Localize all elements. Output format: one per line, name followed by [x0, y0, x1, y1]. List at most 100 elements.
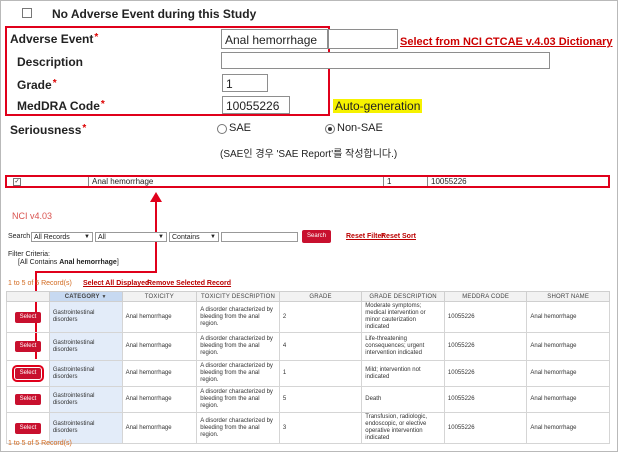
adverse-event-label: Adverse Event* — [10, 32, 99, 46]
col-header-grade-description[interactable]: GRADE DESCRIPTION — [361, 291, 445, 302]
sae-radio-label: SAE — [229, 122, 252, 134]
sae-report-note: (SAE인 경우 'SAE Report'를 작성합니다.) — [220, 149, 398, 160]
description-input[interactable] — [221, 52, 550, 69]
grade-description-cell: Transfusion, radiologic, endoscopic, or … — [361, 412, 445, 444]
table-row: Select Gastrointestinal disorders Anal h… — [6, 360, 610, 387]
toxicity-cell: Anal hemorrhage — [121, 360, 198, 387]
col-header-grade[interactable]: GRADE — [278, 291, 363, 302]
toxicity-cell: Anal hemorrhage — [121, 412, 198, 444]
toxicity-description-cell: A disorder characterized by bleeding fro… — [196, 360, 280, 387]
table-row: Select Gastrointestinal disorders Anal h… — [6, 412, 610, 444]
row-action-cell: Select — [6, 386, 50, 413]
toxicity-description-cell: A disorder characterized by bleeding fro… — [196, 332, 280, 361]
grade-cell: 1 — [278, 360, 363, 387]
non-sae-radio-label: Non-SAE — [337, 122, 383, 134]
search-scope-select[interactable]: All Records ▼ — [31, 232, 93, 242]
adverse-event-input[interactable]: Anal hemorrhage — [221, 29, 328, 49]
selected-record-row: ✓ Anal hemorrhage 1 10055226 — [5, 175, 610, 188]
description-label: Description — [17, 55, 84, 69]
meddra-code-cell: 10055226 — [443, 332, 528, 361]
filter-criteria-value: [All Contains Anal hemorrhage] — [18, 259, 119, 266]
col-header-short-name[interactable]: SHORT NAME — [526, 291, 610, 302]
meddra-code-label: MedDRA Code* — [17, 99, 105, 113]
arrow-horizontal-line — [35, 271, 157, 273]
filter-criteria-label: Filter Criteria: — [8, 251, 51, 258]
meddra-code-cell: 10055226 — [443, 301, 528, 333]
seriousness-label: Seriousness* — [10, 123, 87, 137]
grade-input[interactable]: 1 — [222, 74, 268, 92]
row-action-cell: Select — [6, 412, 50, 444]
no-adverse-event-checkbox[interactable] — [22, 8, 32, 18]
col-header-action — [6, 291, 50, 302]
toxicity-description-cell: A disorder characterized by bleeding fro… — [196, 386, 280, 413]
reset-filter-link[interactable]: Reset Filter — [346, 233, 385, 240]
col-header-category[interactable]: CATEGORY ▼ — [48, 291, 123, 302]
meddra-code-input[interactable]: 10055226 — [222, 96, 290, 114]
toxicity-cell: Anal hemorrhage — [121, 301, 198, 333]
short-name-cell: Anal hemorrhage — [526, 412, 610, 444]
category-cell: Gastrointestinal disorders — [48, 332, 123, 361]
table-header-row: CATEGORY ▼ TOXICITY TOXICITY DESCRIPTION… — [6, 291, 610, 302]
row-action-cell: Select — [6, 332, 50, 361]
search-operator-select[interactable]: Contains ▼ — [169, 232, 219, 242]
table-row: Select Gastrointestinal disorders Anal h… — [6, 301, 610, 333]
nci-version-label: NCI v4.03 — [12, 211, 53, 221]
row-action-cell: Select — [6, 360, 50, 387]
non-sae-radio[interactable] — [325, 124, 335, 134]
row-action-cell: Select — [6, 301, 50, 333]
category-cell: Gastrointestinal disorders — [48, 301, 123, 333]
selected-record-code: 10055226 — [427, 177, 601, 186]
sort-indicator-icon: ▼ — [101, 293, 107, 300]
meddra-code-cell: 10055226 — [443, 412, 528, 444]
search-field-select[interactable]: All ▼ — [95, 232, 167, 242]
reset-sort-link[interactable]: Reset Sort — [381, 233, 417, 240]
grade-description-cell: Mild; intervention not indicated — [361, 360, 445, 387]
adverse-event-input-extension — [328, 29, 398, 49]
short-name-cell: Anal hemorrhage — [526, 332, 610, 361]
col-header-toxicity-description[interactable]: TOXICITY DESCRIPTION — [196, 291, 280, 302]
table-row: Select Gastrointestinal disorders Anal h… — [6, 386, 610, 413]
arrow-up-head-icon — [150, 192, 162, 202]
auto-generation-badge: Auto-generation — [333, 99, 423, 113]
category-cell: Gastrointestinal disorders — [48, 412, 123, 444]
col-header-toxicity[interactable]: TOXICITY — [121, 291, 198, 302]
category-cell: Gastrointestinal disorders — [48, 360, 123, 387]
grade-label: Grade* — [17, 78, 57, 92]
search-input[interactable] — [221, 232, 298, 242]
toxicity-cell: Anal hemorrhage — [121, 386, 198, 413]
grade-description-cell: Moderate symptoms; medical intervention … — [361, 301, 445, 333]
short-name-cell: Anal hemorrhage — [526, 360, 610, 387]
toxicity-description-cell: A disorder characterized by bleeding fro… — [196, 412, 280, 444]
toxicity-cell: Anal hemorrhage — [121, 332, 198, 361]
table-row: Select Gastrointestinal disorders Anal h… — [6, 332, 610, 361]
sae-radio[interactable] — [217, 124, 227, 134]
meddra-code-cell: 10055226 — [443, 360, 528, 387]
short-name-cell: Anal hemorrhage — [526, 386, 610, 413]
row-select-button[interactable]: Select — [14, 341, 41, 352]
selected-record-event: Anal hemorrhage — [88, 177, 382, 186]
selected-record-checkbox[interactable]: ✓ — [13, 178, 21, 186]
record-count-top: 1 to 5 of 5 Record(s) — [8, 280, 72, 287]
grade-description-cell: Death — [361, 386, 445, 413]
grade-cell: 2 — [278, 301, 363, 333]
toxicity-description-cell: A disorder characterized by bleeding fro… — [196, 301, 280, 333]
record-count-bottom: 1 to 5 of 5 Record(s) — [8, 440, 72, 447]
row-select-button[interactable]: Select — [14, 394, 41, 405]
nci-results-table: CATEGORY ▼ TOXICITY TOXICITY DESCRIPTION… — [6, 291, 610, 444]
select-from-nci-link[interactable]: Select from NCI CTCAE v.4.03 Dictionary — [400, 36, 613, 48]
search-button[interactable]: Search — [302, 230, 331, 243]
row-select-button-highlighted[interactable]: Select — [11, 365, 44, 382]
form-highlight-box — [5, 26, 330, 116]
col-header-meddra-code[interactable]: MEDDRA CODE — [443, 291, 528, 302]
grade-cell: 3 — [278, 412, 363, 444]
select-all-displayed-link[interactable]: Select All Displayed — [83, 280, 150, 287]
meddra-code-cell: 10055226 — [443, 386, 528, 413]
row-select-button[interactable]: Select — [14, 311, 41, 323]
remove-selected-record-link[interactable]: Remove Selected Record — [147, 280, 232, 287]
grade-description-cell: Life-threatening consequences; urgent in… — [361, 332, 445, 361]
category-cell: Gastrointestinal disorders — [48, 386, 123, 413]
grade-cell: 4 — [278, 332, 363, 361]
search-label: Search — [8, 233, 31, 240]
no-adverse-event-label: No Adverse Event during this Study — [52, 7, 257, 21]
row-select-button[interactable]: Select — [14, 422, 41, 434]
